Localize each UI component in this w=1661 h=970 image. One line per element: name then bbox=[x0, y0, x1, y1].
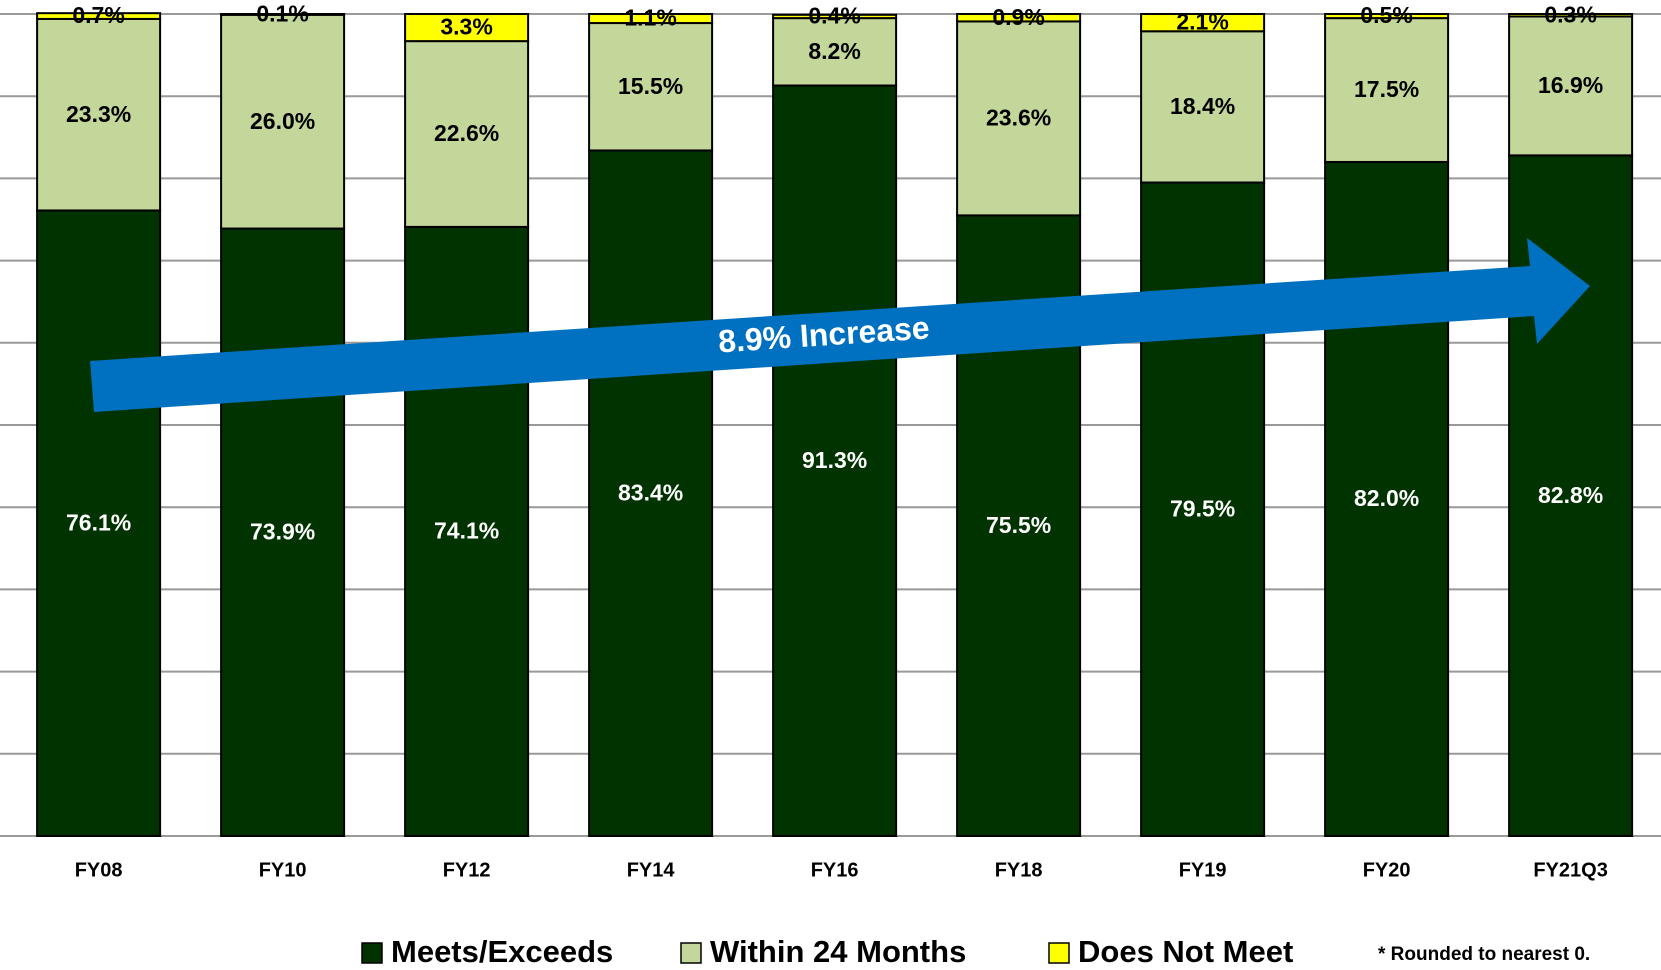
bar-segment bbox=[1140, 30, 1266, 184]
x-tick-label: FY12 bbox=[443, 859, 491, 881]
data-label: 0.7% bbox=[72, 2, 124, 28]
x-tick-label: FY19 bbox=[1179, 859, 1227, 881]
legend-swatch bbox=[361, 942, 383, 964]
bar-segment bbox=[772, 84, 898, 838]
bar-segment bbox=[956, 20, 1082, 217]
bar-segment bbox=[1508, 15, 1634, 157]
bar-segment bbox=[404, 13, 530, 43]
bar-segment bbox=[220, 227, 346, 838]
data-label: 82.8% bbox=[1538, 482, 1603, 508]
bar-segment bbox=[220, 13, 346, 230]
data-label: 3.3% bbox=[440, 14, 492, 40]
data-label: 76.1% bbox=[66, 509, 131, 535]
data-label: 23.3% bbox=[66, 101, 131, 127]
data-label: 23.6% bbox=[986, 104, 1051, 130]
bar-segment bbox=[1324, 13, 1450, 20]
bar-segment bbox=[1140, 13, 1266, 33]
bar-segment bbox=[956, 13, 1082, 23]
data-label: 83.4% bbox=[618, 479, 683, 505]
legend-swatch bbox=[680, 942, 702, 964]
bar-segment bbox=[36, 12, 162, 20]
data-label: 8.2% bbox=[808, 38, 860, 64]
data-label: 1.1% bbox=[624, 5, 676, 31]
x-tick-label: FY21Q3 bbox=[1533, 859, 1607, 881]
bar-segment bbox=[220, 13, 346, 16]
data-label: 15.5% bbox=[618, 73, 683, 99]
data-label: 91.3% bbox=[802, 447, 867, 473]
data-label: 0.4% bbox=[808, 3, 860, 29]
bar-segment bbox=[588, 149, 714, 837]
data-label: 0.3% bbox=[1544, 1, 1596, 27]
data-label: 82.0% bbox=[1354, 485, 1419, 511]
legend-label: Meets/Exceeds bbox=[391, 934, 613, 969]
x-tick-label: FY20 bbox=[1363, 859, 1411, 881]
data-label: 73.9% bbox=[250, 518, 315, 544]
bar-segment bbox=[1324, 17, 1450, 163]
trend-arrow bbox=[90, 238, 1590, 412]
legend-label: Does Not Meet bbox=[1078, 934, 1293, 969]
bar-segment bbox=[404, 225, 530, 837]
x-tick-label: FY14 bbox=[627, 859, 676, 881]
x-tick-label: FY16 bbox=[811, 859, 859, 881]
data-label: 17.5% bbox=[1354, 76, 1419, 102]
x-tick-label: FY18 bbox=[995, 859, 1043, 881]
bar-segment bbox=[404, 40, 530, 228]
bar-segment bbox=[36, 17, 162, 212]
legend-swatch bbox=[1048, 942, 1070, 964]
bar-segment bbox=[588, 22, 714, 152]
x-tick-label: FY10 bbox=[259, 859, 307, 881]
bar-segment bbox=[772, 13, 898, 20]
data-label: 0.9% bbox=[992, 4, 1044, 30]
data-label: 0.1% bbox=[256, 0, 308, 26]
x-tick-label: FY08 bbox=[75, 859, 123, 881]
legend-label: Within 24 Months bbox=[710, 934, 966, 969]
data-label: 2.1% bbox=[1176, 9, 1228, 35]
data-label: 74.1% bbox=[434, 518, 499, 544]
bar-segment bbox=[1508, 13, 1634, 18]
data-label: 0.5% bbox=[1360, 2, 1412, 28]
footnote: * Rounded to nearest 0. bbox=[1378, 944, 1590, 965]
data-label: 75.5% bbox=[986, 512, 1051, 538]
bar-segment bbox=[36, 209, 162, 837]
data-label: 16.9% bbox=[1538, 72, 1603, 98]
data-label: 18.4% bbox=[1170, 93, 1235, 119]
bar-segment bbox=[588, 13, 714, 25]
data-label: 79.5% bbox=[1170, 495, 1235, 521]
data-label: 22.6% bbox=[434, 120, 499, 146]
bars: FY08 76.1% 23.3% 0.7% FY10 73.9% 26.0% 0.1% FY12… bbox=[36, 0, 1634, 881]
data-label: 26.0% bbox=[250, 108, 315, 134]
